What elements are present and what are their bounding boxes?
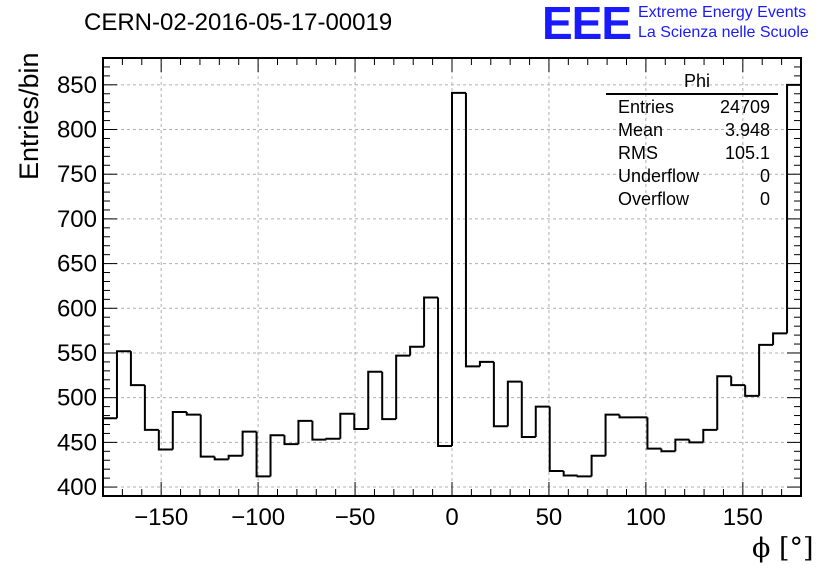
histogram-bin <box>660 448 676 453</box>
histogram-bin <box>702 428 718 443</box>
histogram-bin <box>478 360 494 367</box>
histogram-bin <box>297 419 313 445</box>
axis-ticks <box>102 58 802 496</box>
y-tick-label: 800 <box>57 117 97 144</box>
histogram-bin <box>576 475 592 478</box>
histogram-bin <box>353 413 369 430</box>
stats-label: Overflow <box>618 189 690 209</box>
histogram-bin <box>199 414 215 458</box>
histogram-bin <box>227 454 243 460</box>
histogram-bin <box>423 296 439 347</box>
tick-labels: −150 −100 −50 0 50 100 150 400 450 500 550 600 650 70… <box>57 72 763 531</box>
x-tick-label: −50 <box>335 504 376 531</box>
stats-row: Mean 3.948 <box>606 119 778 142</box>
x-tick-label: −100 <box>231 504 285 531</box>
histogram-bin <box>520 381 536 439</box>
histogram-bin <box>730 376 746 387</box>
histogram-bin <box>772 332 788 345</box>
histogram-bin <box>437 297 452 447</box>
stats-row: Overflow 0 <box>606 188 778 211</box>
histogram-bin <box>604 413 620 456</box>
y-tick-label: 600 <box>57 295 97 322</box>
histogram-bin <box>451 91 466 446</box>
x-tick-label: 50 <box>536 504 563 531</box>
histogram-bin <box>102 417 117 496</box>
histogram-bin <box>157 429 173 451</box>
histogram-bin <box>409 345 425 356</box>
x-tick-label: 150 <box>723 504 763 531</box>
stats-title: Phi <box>606 70 778 95</box>
stats-value: 0 <box>759 189 770 209</box>
x-tick-label: −150 <box>134 504 188 531</box>
histogram-bin <box>674 438 690 452</box>
stats-value: 105.1 <box>724 143 770 163</box>
histogram-bin <box>716 375 732 430</box>
histogram-bin <box>129 351 145 387</box>
x-tick-label: 100 <box>626 504 666 531</box>
y-tick-label: 850 <box>57 72 97 99</box>
eee-logo: EEE <box>542 0 632 49</box>
y-tick-label: 650 <box>57 251 97 278</box>
histogram-bin <box>339 412 355 439</box>
histogram-bin <box>758 343 774 396</box>
histogram-bin <box>464 92 480 368</box>
histogram-bin <box>185 411 201 416</box>
histogram-bin <box>506 380 522 427</box>
stats-value: 3.948 <box>724 120 770 140</box>
stats-label: Underflow <box>618 166 700 186</box>
logo-caption-line1: Extreme Energy Events <box>638 4 807 21</box>
histogram-bin <box>395 354 411 420</box>
y-tick-label: 750 <box>57 161 97 188</box>
y-tick-label: 700 <box>57 206 97 233</box>
histogram-bin <box>367 370 383 429</box>
y-tick-label: 450 <box>57 429 97 456</box>
histogram-bin <box>618 414 634 419</box>
histogram-bin <box>283 435 299 446</box>
stats-label: RMS <box>618 143 658 163</box>
histogram-bin <box>562 470 578 477</box>
histogram-bin <box>143 385 159 431</box>
x-tick-label: 0 <box>445 504 458 531</box>
histogram-bin <box>255 431 271 478</box>
stats-value: 24709 <box>719 97 770 117</box>
histogram-bin <box>534 405 550 438</box>
logo-caption-line2: La Scienza nelle Scuole <box>638 24 809 41</box>
stats-row: RMS 105.1 <box>606 142 778 165</box>
chart-title: CERN-02-2016-05-17-00019 <box>84 9 393 36</box>
histogram-bin <box>646 417 662 450</box>
histogram-bin <box>590 454 606 477</box>
histogram-bin <box>115 350 131 419</box>
stats-value: 0 <box>759 166 770 186</box>
y-axis-label: Entries/bin <box>14 52 44 180</box>
stats-label: Entries <box>618 97 675 117</box>
histogram-bin <box>311 420 327 441</box>
histogram-bin <box>548 406 564 472</box>
stats-row: Underflow 0 <box>606 165 778 188</box>
x-axis-label: ϕ [°] <box>752 533 814 564</box>
histogram-bin <box>381 371 397 421</box>
y-tick-label: 550 <box>57 340 97 367</box>
histogram-bin <box>241 430 257 456</box>
histogram-bin <box>213 456 229 461</box>
stats-box: Phi Entries 24709 Mean 3.948 RMS 105.1 Unde… <box>606 70 778 211</box>
histogram-bin <box>325 437 341 440</box>
stats-label: Mean <box>618 120 664 140</box>
histogram-bin <box>171 410 187 450</box>
stats-row: Entries 24709 <box>606 96 778 119</box>
logo-caption: Extreme Energy Events La Scienza nelle S… <box>638 3 809 43</box>
histogram-bin <box>269 434 285 477</box>
y-tick-label: 400 <box>57 474 97 501</box>
y-tick-label: 500 <box>57 385 97 412</box>
histogram-bin <box>744 385 760 397</box>
histogram-bin <box>492 361 508 428</box>
histogram-bin <box>688 439 704 444</box>
